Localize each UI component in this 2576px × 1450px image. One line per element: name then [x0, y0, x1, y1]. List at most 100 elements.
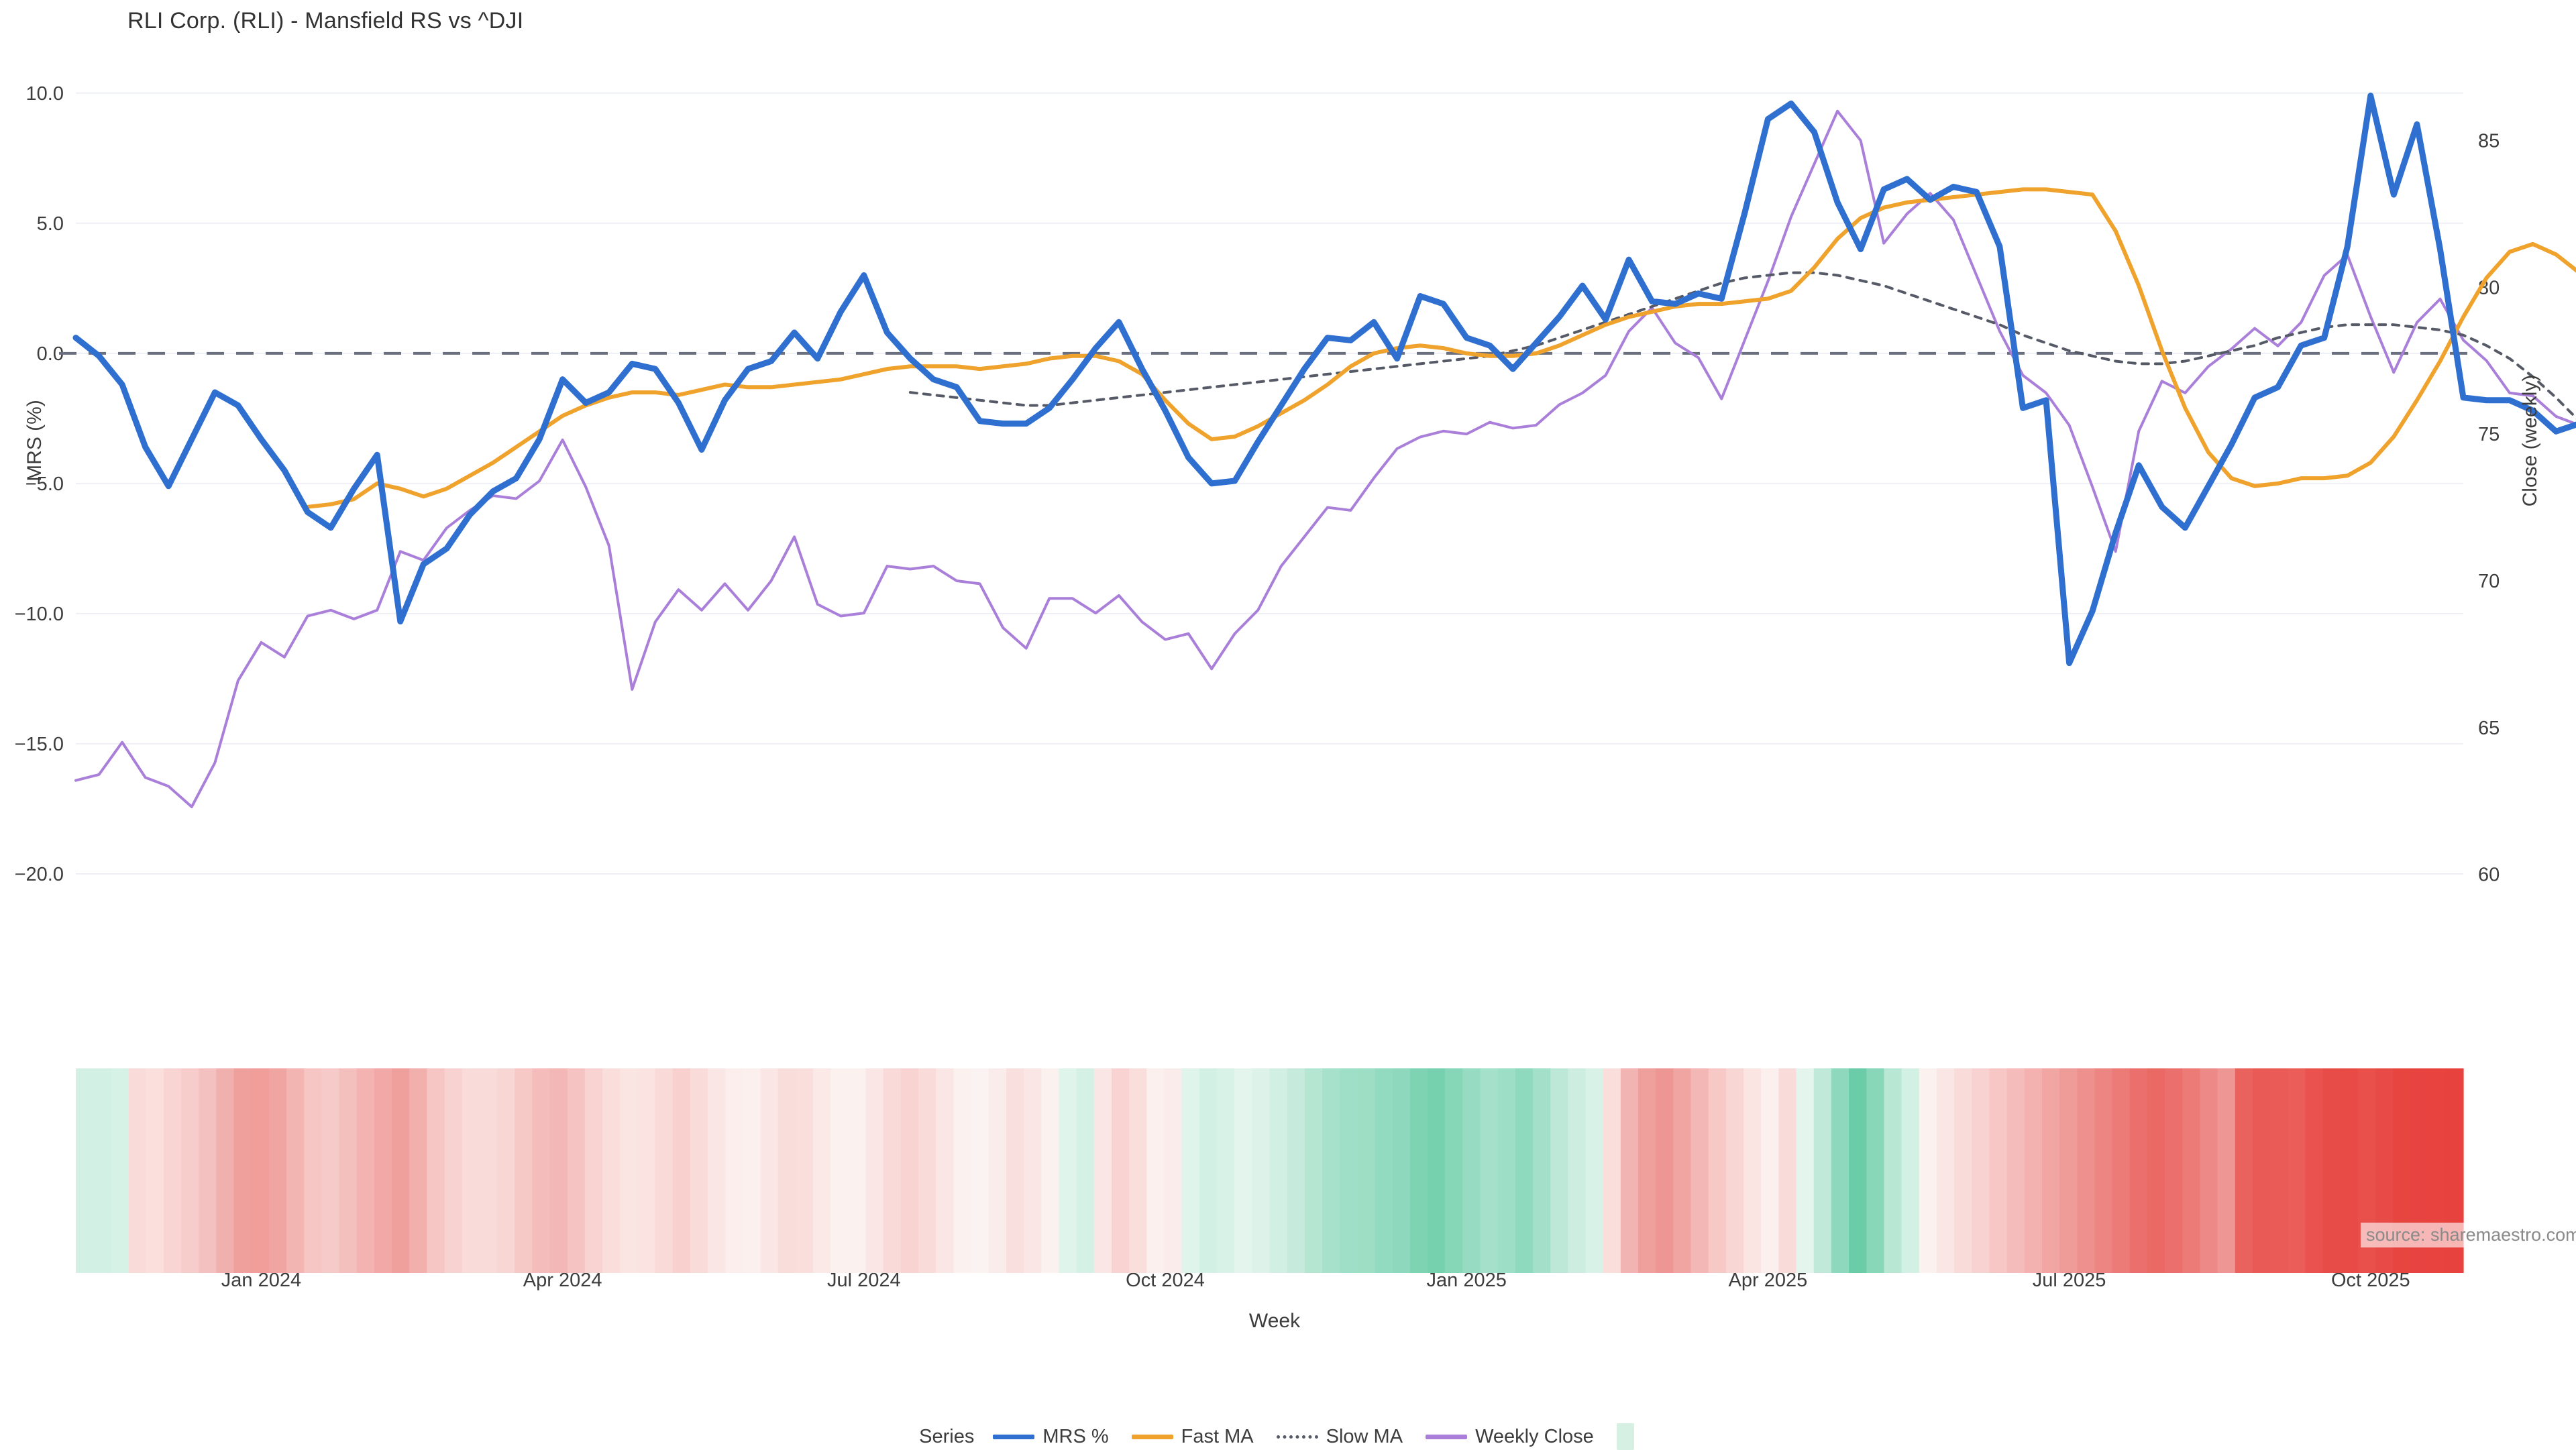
heatmap-cell — [1901, 1068, 1920, 1273]
x-axis-tick: Apr 2024 — [523, 1270, 602, 1291]
heatmap-cell — [1690, 1068, 1709, 1273]
heatmap-cell — [479, 1068, 498, 1273]
heatmap-cell — [128, 1068, 147, 1273]
x-axis-tick: Oct 2025 — [2331, 1270, 2410, 1291]
heatmap-cell — [1146, 1068, 1165, 1273]
heatmap-cell — [497, 1068, 515, 1273]
heatmap-cell — [1181, 1068, 1200, 1273]
legend-title: Series — [919, 1425, 975, 1447]
legend-item-fast-ma[interactable]: Fast MA — [1131, 1426, 1254, 1448]
heatmap-cell — [1954, 1068, 1972, 1273]
heatmap-cell — [1585, 1068, 1604, 1273]
heatmap-cell — [1761, 1068, 1780, 1273]
heatmap-cell — [2217, 1068, 2236, 1273]
heatmap-cell — [1059, 1068, 1077, 1273]
heatmap-cell — [2094, 1068, 2113, 1273]
legend-swatch-icon — [1131, 1434, 1173, 1439]
heatmap-cell — [199, 1068, 217, 1273]
heatmap-cell — [900, 1068, 919, 1273]
y-axis-right-tick: 60 — [2478, 865, 2500, 886]
heatmap-cell — [216, 1068, 235, 1273]
y-axis-left-tick: −15.0 — [15, 734, 64, 755]
heatmap-cell — [777, 1068, 796, 1273]
heatmap-cell — [883, 1068, 902, 1273]
heatmap-cell — [1076, 1068, 1095, 1273]
heatmap-cell — [848, 1068, 867, 1273]
heatmap-cell — [2129, 1068, 2148, 1273]
heatmap-cell — [1041, 1068, 1060, 1273]
heatmap-cell — [339, 1068, 358, 1273]
heatmap-cell — [1462, 1068, 1481, 1273]
heatmap-cell — [936, 1068, 955, 1273]
heatmap-cell — [1533, 1068, 1551, 1273]
heatmap-cell — [1743, 1068, 1762, 1273]
x-axis-tick: Jul 2024 — [827, 1270, 901, 1291]
series-line-fast-ma — [305, 187, 2576, 509]
heatmap-cell — [2182, 1068, 2201, 1273]
heatmap-cell — [1322, 1068, 1340, 1273]
x-axis-tick: Apr 2025 — [1729, 1270, 1808, 1291]
legend-item-slow-ma[interactable]: Slow MA — [1276, 1426, 1403, 1448]
heatmap-cell — [549, 1068, 568, 1273]
heatmap-cell — [304, 1068, 322, 1273]
heatmap-cell — [865, 1068, 884, 1273]
heatmap-cell — [1024, 1068, 1042, 1273]
heatmap-cell — [93, 1068, 111, 1273]
heatmap-cell — [655, 1068, 674, 1273]
heatmap-cell — [2112, 1068, 2131, 1273]
heatmap-cell — [1550, 1068, 1568, 1273]
y-axis-right-tick: 85 — [2478, 130, 2500, 152]
heatmap-cell — [2270, 1068, 2288, 1273]
heatmap-cell — [268, 1068, 287, 1273]
chart-legend: Series MRS % Fast MA Slow MA Weekly Close — [0, 1423, 2576, 1450]
heatmap-cell — [286, 1068, 305, 1273]
legend-swatch-icon — [1426, 1434, 1468, 1439]
heatmap-cell — [690, 1068, 708, 1273]
heatmap-cell — [2200, 1068, 2218, 1273]
heatmap-cell — [2252, 1068, 2271, 1273]
heatmap-cell — [1111, 1068, 1130, 1273]
heatmap-cell — [1603, 1068, 1621, 1273]
heatmap-cell — [760, 1068, 779, 1273]
series-line-mrs- — [72, 93, 2576, 667]
heatmap-cell — [1813, 1068, 1832, 1273]
heatmap-cell — [2340, 1068, 2359, 1273]
heatmap-cell — [1199, 1068, 1218, 1273]
heatmap-cell — [1409, 1068, 1428, 1273]
heatmap-cell — [181, 1068, 199, 1273]
y-axis-left-tick: −5.0 — [25, 473, 64, 495]
heatmap-cell — [1936, 1068, 1955, 1273]
heatmap-cell — [146, 1068, 164, 1273]
legend-label: MRS % — [1042, 1425, 1109, 1447]
y-axis-right-tick: 70 — [2478, 571, 2500, 592]
y-axis-left-label: MRS (%) — [23, 400, 46, 482]
heatmap-cell — [672, 1068, 691, 1273]
heatmap-cell — [637, 1068, 656, 1273]
legend-item-mrs-[interactable]: MRS % — [993, 1425, 1109, 1448]
y-axis-right-label: Close (weekly) — [2519, 374, 2541, 507]
heatmap-cell — [2147, 1068, 2165, 1273]
heatmap-cell — [163, 1068, 182, 1273]
legend-item-swatch[interactable] — [1616, 1423, 1634, 1450]
heatmap-cell — [1428, 1068, 1446, 1273]
heatmap-cell — [567, 1068, 586, 1273]
y-axis-right-tick: 75 — [2478, 424, 2500, 445]
heatmap-cell — [1252, 1068, 1271, 1273]
heatmap-cell — [953, 1068, 972, 1273]
heatmap-cell — [1216, 1068, 1235, 1273]
heatmap-cell — [1129, 1068, 1147, 1273]
x-axis-tick: Jan 2024 — [221, 1270, 301, 1291]
legend-label: Weekly Close — [1475, 1425, 1594, 1447]
legend-swatch-icon — [1616, 1423, 1634, 1450]
heatmap-cell — [462, 1068, 480, 1273]
source-watermark: source: sharemaestro.com — [2361, 1223, 2576, 1247]
x-axis-tick: Jul 2025 — [2033, 1270, 2106, 1291]
heatmap-cell — [1304, 1068, 1323, 1273]
heatmap-cell — [2165, 1068, 2183, 1273]
heatmap-cell — [918, 1068, 936, 1273]
heatmap-cell — [2059, 1068, 2078, 1273]
legend-item-weekly-close[interactable]: Weekly Close — [1426, 1426, 1594, 1448]
heatmap-cell — [515, 1068, 533, 1273]
heatmap-cell — [602, 1068, 621, 1273]
heatmap-cell — [1778, 1068, 1797, 1273]
